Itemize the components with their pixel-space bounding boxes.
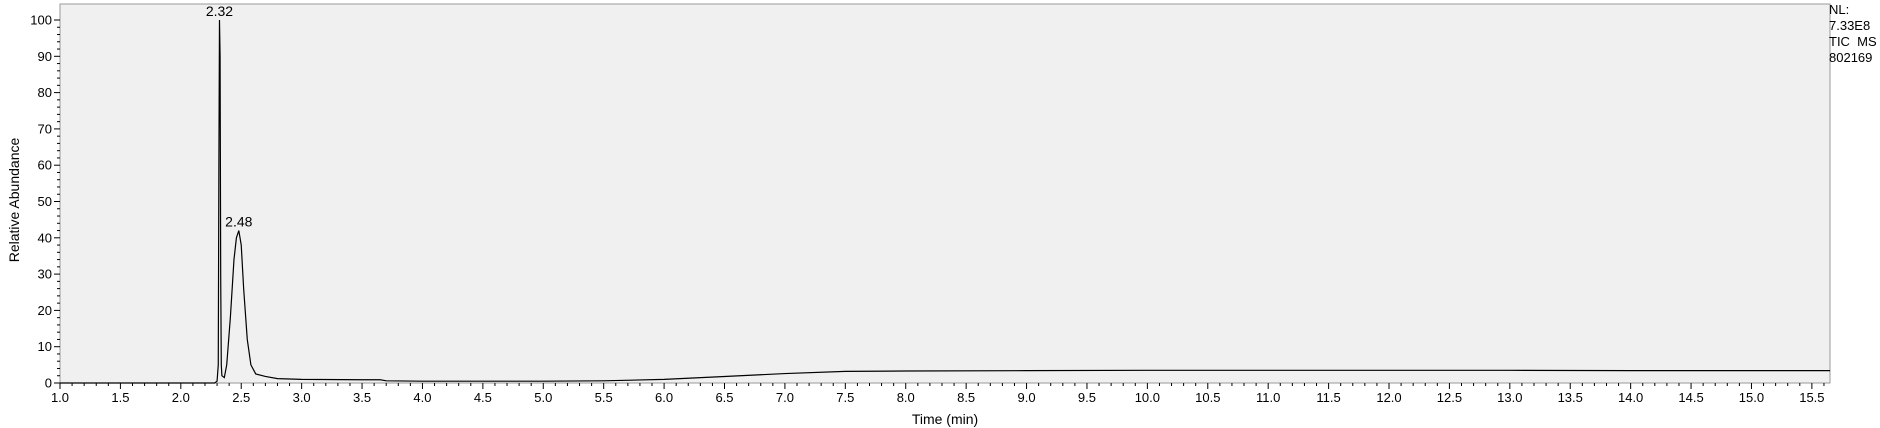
info-file-id: 802169 xyxy=(1829,50,1872,65)
x-tick-label: 12.5 xyxy=(1437,390,1462,405)
y-axis-title: Relative Abundance xyxy=(6,138,22,263)
y-tick-label: 70 xyxy=(38,121,52,136)
y-tick-label: 100 xyxy=(30,13,52,28)
info-nl-label: NL: xyxy=(1829,2,1849,17)
y-tick-label: 50 xyxy=(38,194,52,209)
y-tick-label: 90 xyxy=(38,49,52,64)
x-tick-label: 11.0 xyxy=(1256,390,1280,405)
x-tick-label: 9.0 xyxy=(1018,390,1036,405)
peak-label: 2.32 xyxy=(206,3,233,19)
x-tick-label: 7.0 xyxy=(776,390,794,405)
x-tick-label: 3.0 xyxy=(293,390,311,405)
x-tick-label: 1.5 xyxy=(111,390,129,405)
x-tick-label: 6.0 xyxy=(655,390,673,405)
x-axis-title: Time (min) xyxy=(912,411,978,427)
y-tick-label: 80 xyxy=(38,85,52,100)
peak-label: 2.48 xyxy=(225,214,252,230)
y-tick-label: 40 xyxy=(38,230,52,245)
x-tick-label: 5.0 xyxy=(534,390,552,405)
plot-area xyxy=(59,3,1831,384)
x-tick-label: 6.5 xyxy=(715,390,733,405)
tic-trace xyxy=(60,19,1830,384)
y-tick-label: 30 xyxy=(38,267,52,282)
x-tick-label: 11.5 xyxy=(1316,390,1340,405)
y-tick-label: 60 xyxy=(38,158,52,173)
x-tick-label: 7.5 xyxy=(836,390,854,405)
y-tick-label: 10 xyxy=(38,339,52,354)
x-tick-label: 5.5 xyxy=(595,390,613,405)
x-tick-label: 2.5 xyxy=(232,390,250,405)
info-scan-type: TIC MS xyxy=(1829,34,1877,49)
x-tick-label: 12.0 xyxy=(1376,390,1401,405)
x-tick-label: 8.0 xyxy=(897,390,915,405)
x-tick-label: 13.0 xyxy=(1497,390,1522,405)
x-tick-label: 13.5 xyxy=(1558,390,1583,405)
x-tick-label: 15.0 xyxy=(1739,390,1764,405)
x-tick-label: 15.5 xyxy=(1799,390,1824,405)
x-tick-label: 3.5 xyxy=(353,390,371,405)
x-tick-label: 2.0 xyxy=(172,390,190,405)
info-nl-value: 7.33E8 xyxy=(1829,18,1870,33)
y-tick-label: 0 xyxy=(45,376,52,391)
x-tick-label: 10.0 xyxy=(1135,390,1160,405)
x-tick-label: 14.0 xyxy=(1618,390,1643,405)
x-tick-label: 8.5 xyxy=(957,390,975,405)
x-tick-label: 1.0 xyxy=(51,390,69,405)
x-tick-label: 10.5 xyxy=(1195,390,1220,405)
x-tick-label: 14.5 xyxy=(1678,390,1703,405)
x-tick-label: 4.5 xyxy=(474,390,492,405)
y-axis: 0 10 20 30 40 50 60 70 80 90 100 xyxy=(30,13,60,391)
x-axis: 1.0 1.5 2.0 2.5 3.0 3.5 4.0 4.5 5.0 5.5 6.0 6.5 7.0 7… xyxy=(51,383,1825,405)
x-tick-label: 4.0 xyxy=(413,390,431,405)
x-tick-label: 9.5 xyxy=(1078,390,1096,405)
y-tick-label: 20 xyxy=(38,303,52,318)
peak-annotations: 2.32 2.48 xyxy=(206,3,253,230)
